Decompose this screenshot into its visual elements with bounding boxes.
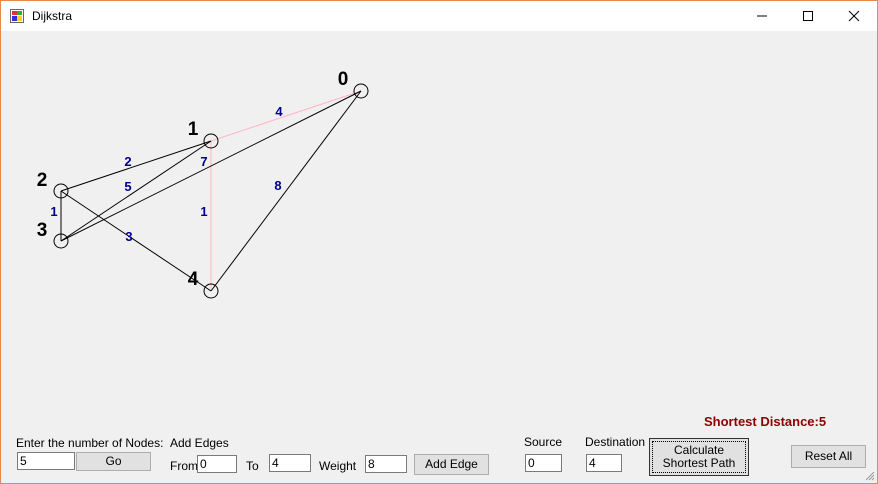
add-edge-button[interactable]: Add Edge [414,454,489,475]
nodes-count-input[interactable] [17,452,75,470]
maximize-icon [803,11,813,21]
edge-weight-1-4: 1 [200,204,207,219]
node-label-2: 2 [37,170,48,191]
calculate-label-line2: Shortest Path [662,456,736,470]
edge-weight-3-1: 5 [124,179,131,194]
nodes-count-label: Enter the number of Nodes: [16,436,164,450]
from-input[interactable] [197,455,237,473]
node-1[interactable] [203,133,219,149]
title-bar[interactable]: Dijkstra [1,1,877,31]
node-label-1: 1 [188,119,199,140]
maximize-button[interactable] [785,1,831,31]
resize-grip-icon[interactable] [865,471,875,481]
edge-0-1 [210,90,362,142]
close-icon [848,10,860,22]
from-label: From [170,459,198,473]
close-button[interactable] [831,1,877,31]
weight-label: Weight [319,459,357,473]
node-label-0: 0 [338,69,349,90]
edge-weight-0-4: 8 [274,178,281,193]
node-2[interactable] [53,183,69,199]
add-edges-label: Add Edges [170,436,229,450]
calculate-shortest-path-button[interactable]: Calculate Shortest Path [649,438,749,476]
weight-input[interactable] [365,455,407,473]
edge-weight-2-4: 3 [125,229,132,244]
to-input[interactable] [269,454,311,472]
edge-weight-0-1: 4 [275,104,283,119]
edge-3-1 [60,140,212,242]
edge-2-1 [60,140,212,192]
node-3[interactable] [53,233,69,249]
reset-all-button[interactable]: Reset All [791,445,866,468]
edge-weight-2-3: 1 [50,204,57,219]
edge-weight-3-0: 7 [200,154,207,169]
node-0[interactable] [353,83,369,99]
edge-weight-2-1: 2 [124,154,131,169]
calculate-label-line1: Calculate [673,443,725,457]
node-label-4: 4 [188,269,199,290]
destination-label: Destination [585,435,646,449]
minimize-button[interactable] [739,1,785,31]
app-icon [10,9,24,23]
shortest-distance-text: Shortest Distance:5 [704,414,827,429]
to-label: To [246,459,259,473]
edge-3-0 [60,90,362,242]
minimize-icon [757,15,767,17]
edge-2-4 [60,190,212,292]
edge-0-4 [210,90,362,292]
window-title: Dijkstra [32,9,73,23]
node-label-3: 3 [37,220,48,241]
destination-input[interactable] [586,454,622,472]
go-button[interactable]: Go [76,452,151,471]
source-input[interactable] [525,454,562,472]
source-label: Source [524,435,563,449]
node-4[interactable] [203,283,219,299]
